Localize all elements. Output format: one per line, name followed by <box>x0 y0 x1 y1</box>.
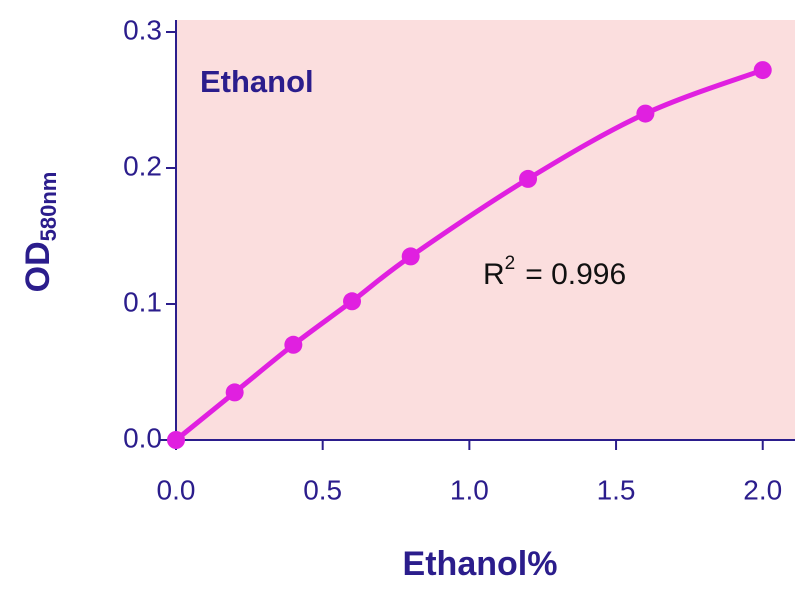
y-axis-label-main: OD <box>19 241 57 292</box>
data-point <box>225 383 244 402</box>
data-point <box>519 169 538 188</box>
annotation-text: = 0.996 <box>525 258 626 291</box>
annotation-base: R <box>483 258 505 291</box>
y-axis-label: OD580nm <box>19 172 61 293</box>
data-point <box>167 431 185 449</box>
annotation-sup: 2 <box>505 253 516 274</box>
y-tick-label: 0.3 <box>123 14 162 45</box>
x-tick-label: 0.0 <box>157 474 196 505</box>
x-tick-label: 1.5 <box>597 474 636 505</box>
x-tick-label: 0.5 <box>303 474 342 505</box>
data-point <box>636 104 655 123</box>
y-axis-label-sub: 580nm <box>36 172 61 242</box>
x-tick-label: 1.0 <box>450 474 489 505</box>
plot-area <box>176 20 795 440</box>
chart-title: Ethanol <box>200 64 314 99</box>
y-tick-label: 0.0 <box>123 422 162 453</box>
y-tick-label: 0.2 <box>123 150 162 181</box>
y-tick-label: 0.1 <box>123 286 162 317</box>
data-point <box>284 335 303 354</box>
x-axis-label: Ethanol% <box>403 545 558 583</box>
x-tick-label: 2.0 <box>743 474 782 505</box>
annotation: R2 = 0.996 <box>483 253 626 291</box>
data-point <box>401 247 420 266</box>
data-point <box>343 292 362 311</box>
data-point <box>753 61 772 80</box>
